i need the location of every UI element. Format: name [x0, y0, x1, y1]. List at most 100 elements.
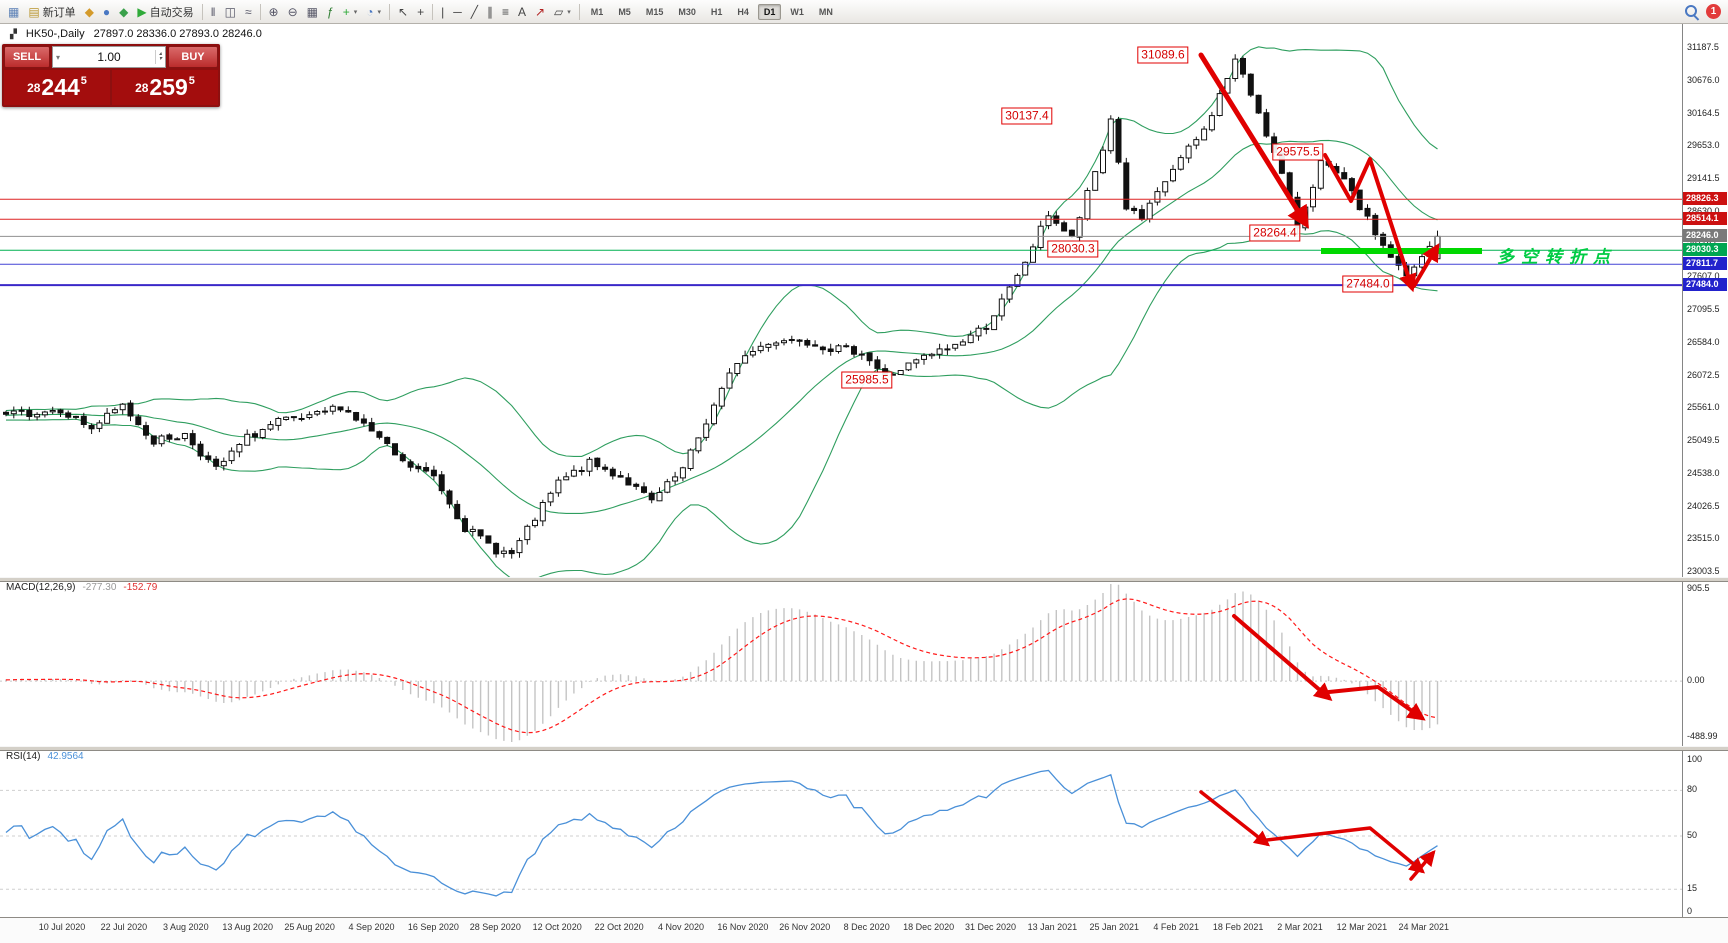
macd-title: MACD(12,26,9) — [6, 582, 76, 593]
crosshair-icon: + — [417, 4, 425, 19]
timeframe-d1[interactable]: D1 — [757, 3, 782, 20]
new-chart-icon: + — [342, 4, 350, 19]
mql5-market-icon: ◆ — [84, 4, 94, 19]
chevron-down-icon[interactable]: ▾ — [377, 8, 381, 16]
market-watch-icon[interactable]: ▦ — [4, 2, 23, 22]
spin-down-icon[interactable]: ▾ — [158, 56, 162, 62]
volume-input[interactable]: ▾ 1.00 ▴ ▾ — [52, 46, 166, 68]
timeframe-h1[interactable]: H1 — [710, 6, 723, 17]
rsi-title: RSI(14) — [6, 751, 41, 762]
panel-separator-rsi[interactable] — [0, 746, 1728, 751]
one-click-trading-panel: SELL ▾ 1.00 ▴ ▾ BUY 28 244 5 28 259 5 — [2, 44, 220, 107]
toolbar-separator — [389, 3, 390, 20]
bollinger-band — [5, 139, 1438, 514]
candlestick-chart-icon[interactable]: ◫ — [221, 2, 240, 22]
rsi-label: RSI(14) 42.9564 — [6, 751, 84, 762]
arrows-icon[interactable]: ↗ — [531, 2, 549, 22]
fibonacci-icon[interactable]: ≡ — [498, 2, 513, 22]
sell-button[interactable]: SELL — [4, 46, 50, 68]
rsi-line — [5, 769, 1438, 897]
autotrading-button-label: 自动交易 — [149, 6, 194, 19]
autotrading-button[interactable]: ▶ 自动交易 — [133, 2, 197, 22]
bull-candles — [10, 58, 1441, 554]
notification-badge[interactable]: 1 — [1706, 4, 1721, 19]
shapes-icon: ▱ — [554, 4, 564, 19]
line-chart-icon: ≈ — [244, 4, 252, 19]
shapes-icon[interactable]: ▱ ▾ — [550, 2, 575, 22]
price-axis[interactable] — [1682, 24, 1728, 943]
text-icon: A — [517, 4, 526, 19]
timeframe-h4[interactable]: H4 — [737, 6, 749, 17]
toolbar: ▦ ▤ 新订单 ◆ ● ◆ ▶ 自动交易 ‖ ◫ ≈ ⊕ ⊖ ▦ ƒ + ▾ ◔ ▾ ↖ + | ─ ╱ ∥ ≡ A ↗ ▱ ▾ M1 M5 M… — [0, 0, 1728, 24]
rsi-value: 42.9564 — [47, 751, 84, 762]
new-order-button-label: 新订单 — [42, 6, 76, 19]
trend-arrow[interactable] — [1412, 243, 1440, 288]
sell-price[interactable]: 28 244 5 — [4, 70, 110, 105]
macd-label: MACD(12,26,9) -277.30 -152.79 — [6, 582, 157, 593]
indicators-icon[interactable]: ƒ — [323, 2, 338, 22]
virtual-hosting-icon[interactable]: ◆ — [115, 2, 132, 22]
time-axis[interactable] — [0, 917, 1728, 943]
mql5-market-icon[interactable]: ◆ — [81, 2, 98, 22]
trend-arrow[interactable] — [1265, 826, 1426, 874]
volume-dropdown-icon[interactable]: ▾ — [56, 52, 61, 62]
chevron-down-icon[interactable]: ▾ — [353, 8, 358, 16]
trend-arrow[interactable] — [1198, 52, 1309, 229]
line-chart-icon[interactable]: ≈ — [241, 2, 256, 22]
zoom-out-icon: ⊖ — [287, 4, 298, 19]
timeframe-m5[interactable]: M5 — [618, 6, 631, 17]
toolbar-right: 1 — [1684, 4, 1724, 21]
community-icon: ● — [102, 4, 111, 19]
new-order-icon: ▤ — [28, 4, 40, 19]
timeframe-m30[interactable]: M30 — [678, 6, 696, 17]
timeframe-m1[interactable]: M1 — [590, 6, 604, 17]
cursor-icon: ↖ — [398, 4, 409, 19]
trend-arrow[interactable] — [1409, 849, 1436, 881]
profiles-icon: ◔ — [366, 4, 374, 19]
trend-arrow[interactable] — [1232, 614, 1333, 701]
macd-main-value: -277.30 — [82, 582, 117, 593]
crosshair-icon[interactable]: + — [413, 2, 428, 22]
toolbar-separator — [201, 3, 203, 20]
new-chart-icon[interactable]: + ▾ — [339, 2, 362, 22]
tile-windows-icon[interactable]: ▦ — [303, 2, 322, 22]
vertical-line-icon[interactable]: | — [437, 2, 448, 22]
trend-arrow[interactable] — [1323, 153, 1417, 293]
trend-arrow[interactable] — [1327, 685, 1426, 721]
cursor-icon[interactable]: ↖ — [394, 2, 412, 22]
buy-button[interactable]: BUY — [168, 46, 218, 68]
text-icon[interactable]: A — [514, 2, 530, 22]
chart-header: ▞ HK50-,Daily 27897.0 28336.0 27893.0 28… — [10, 28, 262, 40]
volume-spinner[interactable]: ▴ ▾ — [154, 50, 165, 64]
buy-price[interactable]: 28 259 5 — [112, 70, 218, 105]
channel-icon[interactable]: ∥ — [483, 2, 497, 22]
profiles-icon[interactable]: ◔ ▾ — [362, 2, 385, 22]
fibonacci-icon: ≡ — [501, 4, 509, 19]
bar-chart-icon: ‖ — [210, 4, 216, 19]
trendline-icon[interactable]: ╱ — [467, 2, 482, 22]
vertical-line-icon: | — [441, 4, 445, 19]
horizontal-line-icon[interactable]: ─ — [449, 2, 466, 22]
zoom-in-icon[interactable]: ⊕ — [265, 2, 283, 22]
community-icon[interactable]: ● — [99, 2, 114, 22]
candlestick-chart-icon: ◫ — [224, 4, 236, 19]
timeframe-m15[interactable]: M15 — [645, 6, 664, 17]
search-icon[interactable] — [1684, 4, 1700, 21]
zoom-out-icon[interactable]: ⊖ — [284, 2, 302, 22]
channel-icon: ∥ — [486, 4, 493, 19]
toolbar-separator — [578, 3, 580, 20]
bar-chart-icon[interactable]: ‖ — [207, 2, 220, 22]
autotrading-play-icon: ▶ — [137, 4, 147, 19]
trend-arrow[interactable] — [1199, 790, 1271, 847]
candle-wicks — [5, 54, 1438, 559]
chart-symbol-icon: ▞ — [10, 28, 17, 39]
timeframe-mn[interactable]: MN — [818, 6, 833, 17]
chevron-down-icon[interactable]: ▾ — [567, 8, 571, 16]
timeframe-w1[interactable]: W1 — [790, 6, 804, 17]
new-order-button[interactable]: ▤ 新订单 — [24, 2, 79, 22]
panel-separator-macd[interactable] — [0, 577, 1728, 582]
arrows-icon: ↗ — [534, 4, 546, 19]
spin-up-icon[interactable]: ▴ — [158, 51, 162, 57]
tile-windows-icon: ▦ — [306, 4, 319, 19]
